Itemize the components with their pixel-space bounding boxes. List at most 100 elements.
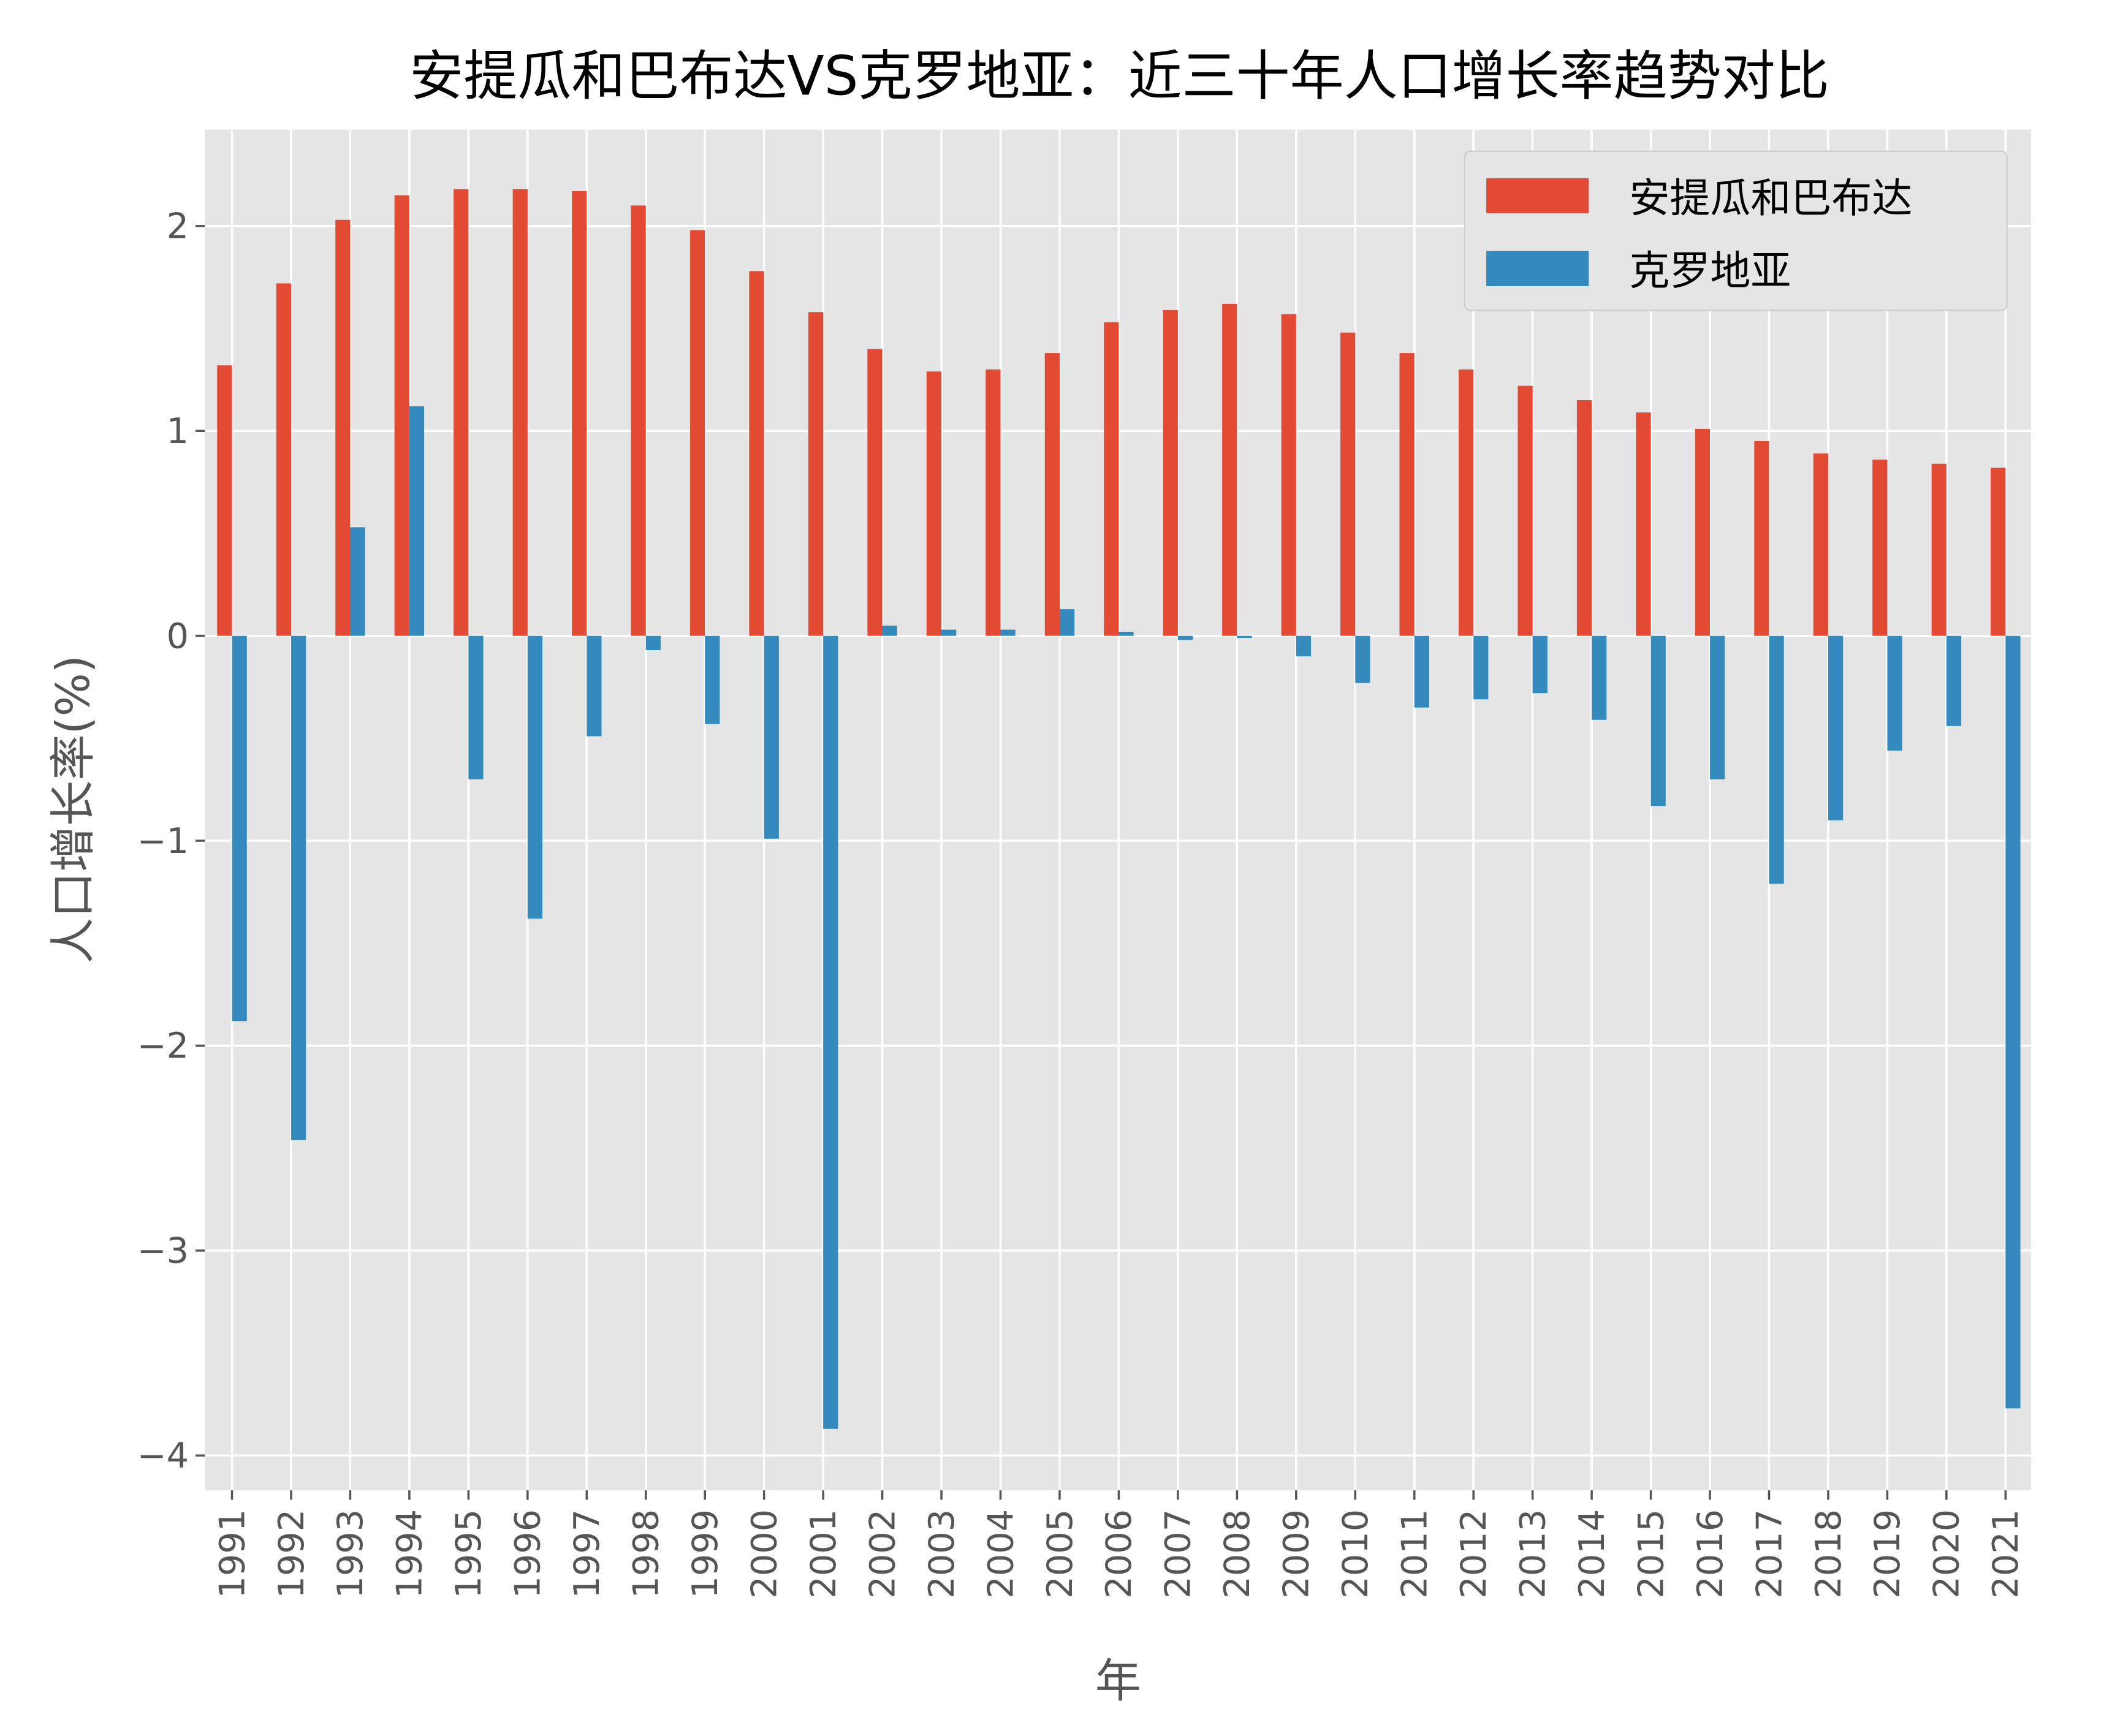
bar-antigua (926, 371, 942, 636)
bar-croatia (468, 635, 484, 779)
bar-antigua (572, 191, 587, 636)
x-tick-label: 2008 (1217, 1509, 1258, 1599)
bar-croatia (1473, 635, 1489, 700)
bar-croatia (1177, 635, 1193, 640)
legend-swatch-antigua (1486, 178, 1589, 214)
bar-antigua (1399, 353, 1415, 636)
bar-croatia (882, 625, 897, 636)
bar-antigua (631, 205, 646, 636)
bar-antigua (1813, 453, 1828, 636)
x-tick-label: 1999 (685, 1509, 726, 1599)
bar-croatia (1296, 635, 1312, 657)
y-tick-label: 1 (167, 411, 189, 452)
bar-antigua (1104, 322, 1119, 636)
bar-croatia (1118, 631, 1134, 636)
y-tick-label: −1 (137, 821, 189, 862)
x-tick-label: 2009 (1277, 1509, 1317, 1599)
legend-label-croatia: 克罗地亚 (1629, 248, 1791, 295)
x-tick-label: 2016 (1690, 1509, 1731, 1599)
bar-croatia (1414, 635, 1429, 708)
y-tick-label: 2 (167, 207, 189, 247)
bar-croatia (350, 527, 365, 636)
y-tick-label: −2 (137, 1026, 189, 1066)
legend-box (1464, 150, 2008, 311)
x-tick-label: 2003 (922, 1509, 962, 1599)
y-ticks: −4 −3 −2 −1 0 1 2 (137, 207, 205, 1476)
bar-antigua (689, 230, 705, 636)
bar-antigua (1517, 385, 1533, 636)
bar-antigua (867, 349, 883, 636)
x-tick-label: 2007 (1158, 1509, 1199, 1599)
bar-croatia (1059, 609, 1075, 636)
x-tick-label: 1996 (508, 1509, 549, 1599)
x-tick-label: 2010 (1335, 1509, 1376, 1599)
bar-antigua (1281, 314, 1296, 636)
x-tick-label: 2002 (862, 1509, 903, 1599)
bar-antigua (217, 365, 232, 636)
x-tick-label: 2005 (1040, 1509, 1080, 1599)
bar-antigua (1340, 332, 1356, 636)
x-tick-label: 2011 (1395, 1509, 1435, 1599)
bar-croatia (1946, 635, 1962, 726)
y-tick-label: −4 (137, 1436, 189, 1476)
bar-croatia (291, 635, 306, 1140)
x-tick-label: 1993 (330, 1509, 371, 1599)
bar-antigua (335, 219, 351, 636)
bar-croatia (232, 635, 247, 1022)
bar-antigua (1695, 428, 1711, 636)
bar-antigua (276, 283, 291, 636)
bar-antigua (986, 369, 1001, 636)
bar-croatia (1592, 635, 1607, 720)
bar-croatia (764, 635, 779, 839)
x-tick-label: 2019 (1867, 1509, 1908, 1599)
bar-antigua (394, 195, 409, 636)
bar-antigua (749, 271, 764, 636)
x-tick-label: 2017 (1749, 1509, 1790, 1599)
bar-antigua (1458, 369, 1474, 636)
x-tick-label: 2020 (1927, 1509, 1967, 1599)
bar-croatia (527, 635, 543, 919)
x-tick-label: 1997 (567, 1509, 607, 1599)
x-tick-label: 2001 (803, 1509, 844, 1599)
x-tick-label: 1994 (390, 1509, 430, 1599)
bar-antigua (808, 312, 824, 636)
bar-antigua (1991, 468, 2006, 636)
bar-croatia (587, 635, 602, 737)
legend-swatch-croatia (1486, 251, 1589, 286)
bar-antigua (1931, 463, 1946, 636)
bar-croatia (1828, 635, 1844, 821)
bar-antigua (1222, 303, 1237, 636)
bar-croatia (1710, 635, 1725, 779)
bar-croatia (941, 629, 957, 636)
x-tick-label: 1998 (626, 1509, 667, 1599)
bar-croatia (1532, 635, 1548, 694)
chart-title: 安提瓜和巴布达VS克罗地亚：近三十年人口增长率趋势对比 (409, 44, 1829, 107)
x-tick-label: 1995 (449, 1509, 489, 1599)
bar-antigua (1872, 460, 1888, 636)
bar-antigua (1636, 412, 1651, 636)
x-tick-label: 2018 (1809, 1509, 1849, 1599)
y-tick-label: 0 (167, 616, 189, 656)
bar-croatia (823, 635, 838, 1429)
bar-croatia (1000, 629, 1016, 636)
bar-croatia (1237, 635, 1252, 638)
x-tick-label: 1991 (212, 1509, 253, 1599)
x-ticks: 1991 1992 1993 1994 1995 1996 1997 1998 1999 2000… (212, 1490, 2026, 1598)
bar-croatia (1769, 635, 1784, 884)
bar-croatia (705, 635, 720, 724)
bar-antigua (1163, 309, 1178, 636)
x-tick-label: 2014 (1572, 1509, 1612, 1599)
bar-antigua (1044, 353, 1060, 636)
bar-croatia (2005, 635, 2021, 1409)
x-tick-label: 1992 (272, 1509, 312, 1599)
bar-croatia (1355, 635, 1370, 683)
x-tick-label: 2000 (744, 1509, 784, 1599)
y-axis-label: 人口增长率(%) (47, 655, 100, 964)
y-tick-label: −3 (137, 1231, 189, 1272)
legend: 安提瓜和巴布达 克罗地亚 (1464, 150, 2008, 311)
x-tick-label: 2015 (1631, 1509, 1671, 1599)
legend-label-antigua: 安提瓜和巴布达 (1629, 175, 1912, 222)
bar-croatia (1887, 635, 1902, 751)
x-tick-label: 2013 (1513, 1509, 1553, 1599)
